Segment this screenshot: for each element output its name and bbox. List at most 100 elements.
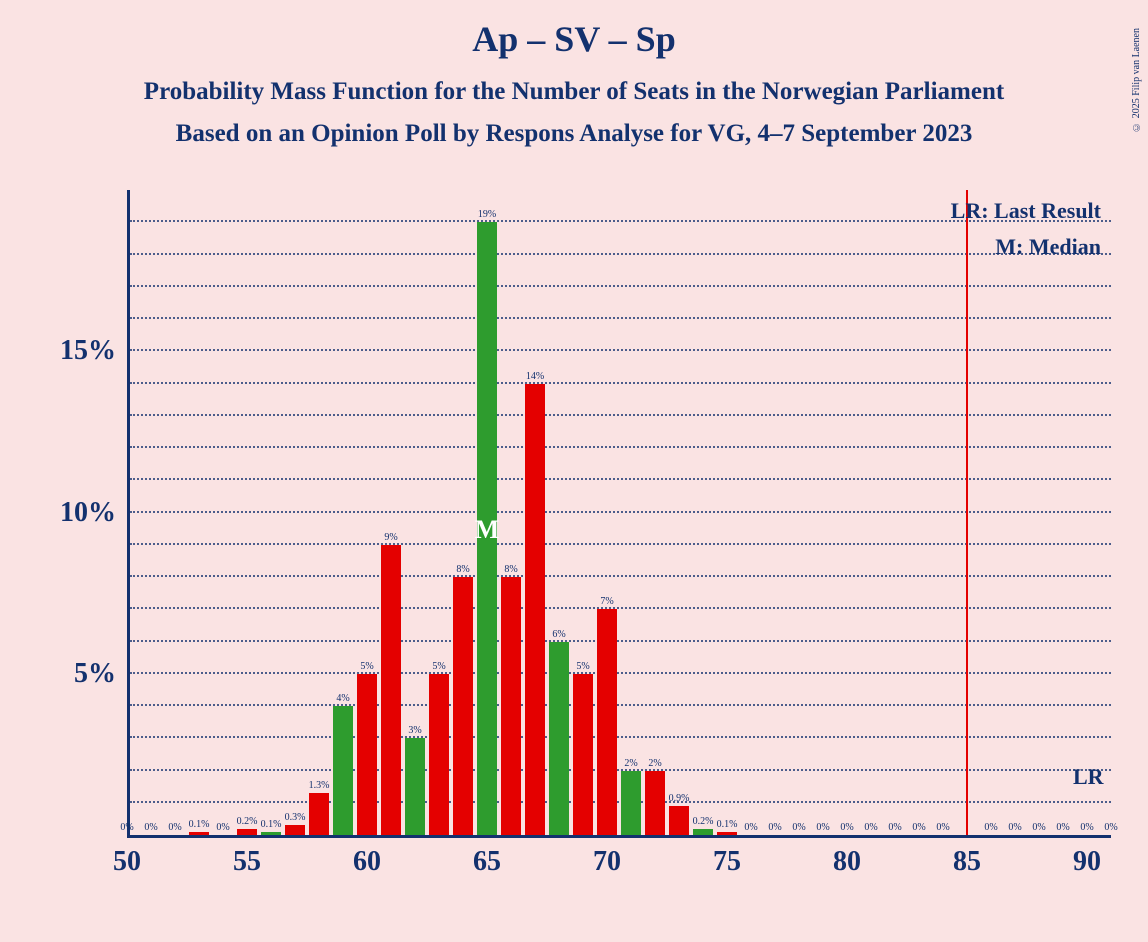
x-tick-label: 60 bbox=[353, 846, 381, 878]
bar bbox=[501, 577, 521, 835]
bar bbox=[357, 674, 377, 835]
bar-value-label: 2% bbox=[648, 758, 661, 769]
bar-value-label: 0.2% bbox=[693, 816, 714, 827]
bar-value-label: 0.9% bbox=[669, 793, 690, 804]
bar-value-label: 0% bbox=[144, 822, 157, 833]
y-tick-label: 10% bbox=[60, 497, 116, 529]
bar bbox=[381, 545, 401, 835]
bar-value-label: 0% bbox=[936, 822, 949, 833]
bar bbox=[429, 674, 449, 835]
gridline bbox=[130, 382, 1111, 384]
gridline bbox=[130, 414, 1111, 416]
bar-value-label: 19% bbox=[478, 209, 496, 220]
bar-value-label: 0% bbox=[168, 822, 181, 833]
bar bbox=[717, 832, 737, 835]
bar-value-label: 0% bbox=[888, 822, 901, 833]
x-tick-label: 70 bbox=[593, 846, 621, 878]
bar bbox=[597, 609, 617, 835]
bar-value-label: 9% bbox=[384, 532, 397, 543]
bar bbox=[189, 832, 209, 835]
bar-value-label: 0% bbox=[1056, 822, 1069, 833]
bar bbox=[645, 771, 665, 836]
bar bbox=[573, 674, 593, 835]
gridline bbox=[130, 349, 1111, 351]
x-tick-label: 90 bbox=[1073, 846, 1101, 878]
y-tick-label: 5% bbox=[74, 658, 116, 690]
bar-value-label: 0% bbox=[984, 822, 997, 833]
bar-value-label: 0.1% bbox=[261, 819, 282, 830]
lr-axis-label: LR bbox=[1073, 764, 1104, 790]
bar bbox=[333, 706, 353, 835]
bar-value-label: 0% bbox=[1008, 822, 1021, 833]
bar-value-label: 5% bbox=[432, 661, 445, 672]
x-tick-label: 50 bbox=[113, 846, 141, 878]
gridline bbox=[130, 543, 1111, 545]
bar bbox=[453, 577, 473, 835]
bar-value-label: 4% bbox=[336, 693, 349, 704]
bar-value-label: 3% bbox=[408, 725, 421, 736]
bar bbox=[285, 825, 305, 835]
gridline bbox=[130, 575, 1111, 577]
y-axis-line bbox=[127, 190, 130, 838]
bar bbox=[405, 738, 425, 835]
bar-value-label: 0% bbox=[768, 822, 781, 833]
bar-value-label: 5% bbox=[576, 661, 589, 672]
bar-value-label: 0% bbox=[1104, 822, 1117, 833]
bar-value-label: 14% bbox=[526, 371, 544, 382]
last-result-line bbox=[966, 190, 968, 835]
bar-value-label: 2% bbox=[624, 758, 637, 769]
bar-value-label: 0% bbox=[792, 822, 805, 833]
bar-value-label: 0.2% bbox=[237, 816, 258, 827]
chart-title: Ap – SV – Sp bbox=[0, 18, 1148, 60]
y-tick-label: 15% bbox=[60, 335, 116, 367]
bar bbox=[621, 771, 641, 836]
gridline bbox=[130, 285, 1111, 287]
bar-value-label: 0% bbox=[840, 822, 853, 833]
bar bbox=[669, 806, 689, 835]
gridline bbox=[130, 704, 1111, 706]
gridline bbox=[130, 478, 1111, 480]
x-axis-line bbox=[127, 835, 1111, 838]
bar-value-label: 0.1% bbox=[717, 819, 738, 830]
bar-value-label: 0% bbox=[912, 822, 925, 833]
bar-value-label: 0% bbox=[816, 822, 829, 833]
bar bbox=[549, 642, 569, 836]
gridline bbox=[130, 253, 1111, 255]
median-marker: M bbox=[475, 515, 500, 545]
gridline bbox=[130, 317, 1111, 319]
bar-value-label: 7% bbox=[600, 596, 613, 607]
gridline bbox=[130, 672, 1111, 674]
chart-plot-area: 0%0%0%0.1%0%0.2%0.1%0.3%1.3%4%5%9%3%5%8%… bbox=[127, 190, 1111, 838]
gridline bbox=[130, 640, 1111, 642]
bar-value-label: 0% bbox=[1032, 822, 1045, 833]
bar-value-label: 0.1% bbox=[189, 819, 210, 830]
legend-m: M: Median bbox=[995, 234, 1101, 260]
gridline bbox=[130, 607, 1111, 609]
bar-value-label: 6% bbox=[552, 629, 565, 640]
bar-value-label: 0% bbox=[864, 822, 877, 833]
chart-subtitle-2: Based on an Opinion Poll by Respons Anal… bbox=[0, 120, 1148, 148]
bar bbox=[237, 829, 257, 835]
x-tick-label: 65 bbox=[473, 846, 501, 878]
x-tick-label: 80 bbox=[833, 846, 861, 878]
gridline bbox=[130, 446, 1111, 448]
bar-value-label: 0% bbox=[744, 822, 757, 833]
x-tick-label: 85 bbox=[953, 846, 981, 878]
x-tick-label: 55 bbox=[233, 846, 261, 878]
bar-value-label: 0.3% bbox=[285, 812, 306, 823]
bar-value-label: 0% bbox=[1080, 822, 1093, 833]
copyright-text: © 2025 Filip van Laenen bbox=[1131, 28, 1142, 132]
bar-value-label: 0% bbox=[216, 822, 229, 833]
bar bbox=[309, 793, 329, 835]
bar bbox=[693, 829, 713, 835]
bar-value-label: 0% bbox=[120, 822, 133, 833]
bar-value-label: 5% bbox=[360, 661, 373, 672]
bar bbox=[525, 384, 545, 836]
gridline bbox=[130, 736, 1111, 738]
bar-value-label: 1.3% bbox=[309, 780, 330, 791]
x-tick-label: 75 bbox=[713, 846, 741, 878]
legend-lr: LR: Last Result bbox=[951, 198, 1101, 224]
bar bbox=[261, 832, 281, 835]
chart-subtitle-1: Probability Mass Function for the Number… bbox=[0, 78, 1148, 106]
gridline bbox=[130, 511, 1111, 513]
